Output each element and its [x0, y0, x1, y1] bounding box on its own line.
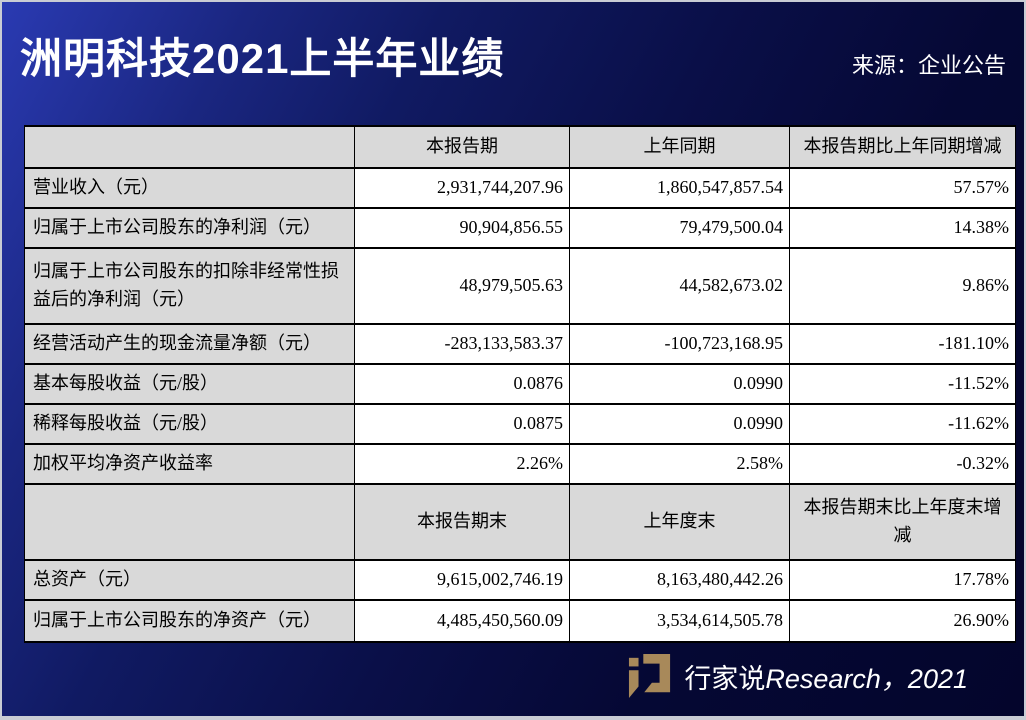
table-row: 经营活动产生的现金流量净额（元） -283,133,583.37 -100,72… [24, 323, 1016, 365]
row-change: 14.38% [789, 207, 1016, 249]
header-spacer-cell [24, 483, 355, 561]
row-label: 总资产（元） [24, 559, 355, 601]
row-change: -11.52% [789, 363, 1016, 405]
row-prior: 1,860,547,857.54 [569, 167, 790, 209]
header-prior-period: 上年同期 [569, 125, 790, 169]
row-prior: 44,582,673.02 [569, 247, 790, 325]
row-current: 2.26% [354, 443, 570, 485]
header-prior-year-end: 上年度末 [569, 483, 790, 561]
row-current: 2,931,744,207.96 [354, 167, 570, 209]
row-prior: -100,723,168.95 [569, 323, 790, 365]
row-current: 0.0876 [354, 363, 570, 405]
row-label: 营业收入（元） [24, 167, 355, 209]
row-current: 9,615,002,746.19 [354, 559, 570, 601]
row-label: 归属于上市公司股东的净资产（元） [24, 599, 355, 643]
footer-brand: 行家说Research，2021 [628, 652, 968, 700]
row-change: -11.62% [789, 403, 1016, 445]
header-spacer-cell [24, 125, 355, 169]
row-prior: 8,163,480,442.26 [569, 559, 790, 601]
table-header-row-period: 本报告期 上年同期 本报告期比上年同期增减 [24, 125, 1016, 169]
table-row: 总资产（元） 9,615,002,746.19 8,163,480,442.26… [24, 559, 1016, 601]
row-current: 48,979,505.63 [354, 247, 570, 325]
row-prior: 0.0990 [569, 403, 790, 445]
row-change: 57.57% [789, 167, 1016, 209]
header-change-period-end: 本报告期末比上年度末增减 [789, 483, 1016, 561]
top-bar: 洲明科技2021上半年业绩 来源：企业公告 [2, 2, 1024, 82]
row-prior: 3,534,614,505.78 [569, 599, 790, 643]
row-label: 稀释每股收益（元/股） [24, 403, 355, 445]
financial-results-table: 本报告期 上年同期 本报告期比上年同期增减 营业收入（元） 2,931,744,… [24, 125, 1016, 643]
row-change: 17.78% [789, 559, 1016, 601]
source-note: 来源：企业公告 [851, 53, 1006, 78]
row-current: 4,485,450,560.09 [354, 599, 570, 643]
row-prior: 79,479,500.04 [569, 207, 790, 249]
table-row: 加权平均净资产收益率 2.26% 2.58% -0.32% [24, 443, 1016, 485]
row-change: 9.86% [789, 247, 1016, 325]
header-current-period-end: 本报告期末 [354, 483, 570, 561]
footer-brand-text: 行家说Research，2021 [684, 657, 968, 696]
table-row: 归属于上市公司股东的扣除非经常性损益后的净利润（元） 48,979,505.63… [24, 247, 1016, 325]
header-current-period: 本报告期 [354, 125, 570, 169]
table-row: 基本每股收益（元/股） 0.0876 0.0990 -11.52% [24, 363, 1016, 405]
footer-brand-en: Research，2021 [765, 663, 968, 694]
row-current: -283,133,583.37 [354, 323, 570, 365]
row-change: -0.32% [789, 443, 1016, 485]
row-current: 90,904,856.55 [354, 207, 570, 249]
row-prior: 0.0990 [569, 363, 790, 405]
row-current: 0.0875 [354, 403, 570, 445]
row-change: -181.10% [789, 323, 1016, 365]
page-title: 洲明科技2021上半年业绩 [20, 35, 505, 82]
footer-brand-cn: 行家说 [684, 663, 766, 694]
header-change-period: 本报告期比上年同期增减 [789, 125, 1016, 169]
row-label: 经营活动产生的现金流量净额（元） [24, 323, 355, 365]
row-label: 归属于上市公司股东的扣除非经常性损益后的净利润（元） [24, 247, 355, 325]
row-label: 基本每股收益（元/股） [24, 363, 355, 405]
hangjiashuo-logo-icon [629, 654, 671, 698]
row-change: 26.90% [789, 599, 1016, 643]
row-prior: 2.58% [569, 443, 790, 485]
table-row: 归属于上市公司股东的净利润（元） 90,904,856.55 79,479,50… [24, 207, 1016, 249]
table-row: 营业收入（元） 2,931,744,207.96 1,860,547,857.5… [24, 167, 1016, 209]
row-label: 加权平均净资产收益率 [24, 443, 355, 485]
table-row: 归属于上市公司股东的净资产（元） 4,485,450,560.09 3,534,… [24, 599, 1016, 643]
table-header-row-period-end: 本报告期末 上年度末 本报告期末比上年度末增减 [24, 483, 1016, 561]
table-row: 稀释每股收益（元/股） 0.0875 0.0990 -11.62% [24, 403, 1016, 445]
row-label: 归属于上市公司股东的净利润（元） [24, 207, 355, 249]
